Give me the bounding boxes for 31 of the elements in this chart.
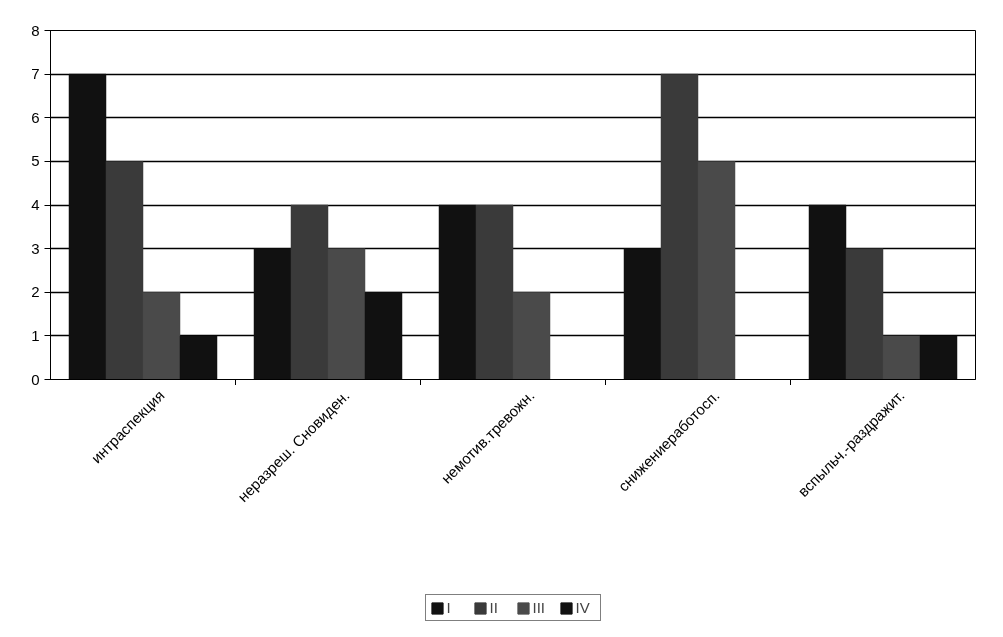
y-tick-label: 4 <box>31 196 40 213</box>
y-tick-label: 1 <box>31 326 40 344</box>
legend-label: II <box>489 599 499 616</box>
y-tick-label: 0 <box>31 370 40 388</box>
bar <box>623 248 662 380</box>
bar <box>845 248 884 380</box>
bar <box>290 204 329 380</box>
bar <box>142 292 181 380</box>
bar <box>68 73 107 380</box>
y-tick-label: 8 <box>31 21 40 39</box>
y-tick-label: 6 <box>31 108 40 126</box>
bar <box>179 335 218 380</box>
bar <box>882 335 921 380</box>
bar <box>808 204 847 380</box>
y-tick-label: 3 <box>31 239 40 257</box>
bar <box>660 73 699 380</box>
y-tick-label: 7 <box>31 65 40 83</box>
bar <box>475 204 514 380</box>
bar <box>364 292 403 380</box>
legend-label: III <box>532 599 546 616</box>
legend-label: IV <box>575 599 591 616</box>
bar <box>697 161 736 380</box>
legend-label: I <box>446 599 452 616</box>
bar <box>438 204 477 380</box>
bar <box>253 248 292 380</box>
bar <box>105 161 144 380</box>
bar <box>919 335 958 380</box>
y-tick-label: 5 <box>31 152 40 170</box>
y-tick-label: 2 <box>31 283 40 301</box>
bar <box>512 292 551 380</box>
bar <box>327 248 366 380</box>
